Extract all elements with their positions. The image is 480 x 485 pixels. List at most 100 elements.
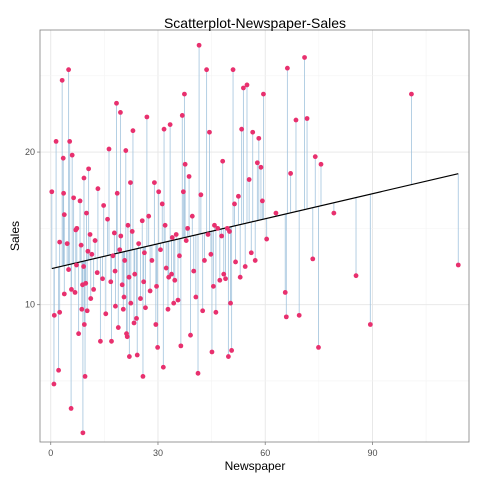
data-point	[141, 250, 147, 256]
data-point	[140, 373, 146, 379]
data-point	[103, 311, 109, 317]
data-point	[177, 253, 182, 259]
data-point	[115, 325, 121, 330]
data-point	[119, 282, 125, 288]
data-point	[128, 180, 133, 185]
data-point	[64, 241, 70, 247]
data-point	[118, 110, 123, 115]
data-point	[98, 338, 103, 344]
data-point	[159, 201, 165, 207]
data-point	[66, 267, 71, 272]
data-point	[154, 283, 159, 289]
data-point	[74, 225, 80, 231]
data-point	[78, 242, 84, 248]
data-point	[239, 126, 245, 132]
data-point	[149, 258, 155, 263]
data-point	[160, 364, 166, 370]
data-point	[56, 367, 61, 373]
data-point	[141, 279, 147, 285]
data-point	[130, 128, 136, 134]
data-point	[74, 262, 79, 268]
data-point	[304, 116, 310, 121]
x-axis-label: Newspaper	[225, 459, 286, 473]
data-point	[273, 210, 279, 216]
regression-line	[51, 173, 459, 270]
data-point	[237, 274, 243, 280]
data-point	[179, 113, 185, 118]
data-point	[80, 430, 86, 436]
data-point	[51, 381, 57, 387]
y-axis-label: Sales	[8, 221, 22, 251]
data-point	[198, 192, 204, 198]
data-point	[81, 264, 87, 269]
data-point	[100, 276, 105, 282]
data-point	[162, 222, 168, 228]
data-point	[230, 67, 236, 73]
data-point	[155, 344, 161, 350]
data-point	[166, 274, 172, 280]
data-point	[204, 67, 209, 73]
data-point	[302, 55, 307, 60]
data-point	[101, 203, 107, 208]
data-point	[146, 213, 152, 219]
data-point	[310, 256, 316, 262]
data-point	[173, 232, 179, 237]
data-point	[283, 314, 289, 320]
data-point	[316, 344, 321, 350]
data-point	[288, 171, 294, 176]
data-point	[136, 241, 142, 247]
data-point	[189, 213, 195, 219]
data-point	[72, 290, 78, 295]
data-point	[61, 212, 67, 218]
data-point	[223, 276, 228, 282]
data-point	[126, 274, 132, 280]
data-point	[111, 230, 117, 236]
data-point	[248, 250, 254, 256]
data-point	[202, 258, 207, 263]
data-point	[89, 251, 95, 257]
data-point	[213, 309, 219, 315]
data-point	[143, 305, 148, 311]
data-point	[138, 296, 143, 301]
data-point	[114, 100, 119, 106]
data-point	[126, 354, 132, 359]
data-point	[81, 322, 87, 327]
data-point	[82, 373, 88, 379]
data-point	[71, 195, 77, 201]
data-point	[212, 222, 217, 228]
data-point	[83, 280, 89, 286]
data-point	[86, 166, 92, 172]
data-point	[94, 270, 100, 276]
data-point	[172, 277, 178, 283]
data-point	[147, 288, 153, 294]
data-point	[167, 122, 173, 128]
x-tick-label: 90	[367, 448, 377, 458]
data-point	[129, 229, 135, 234]
data-point	[59, 77, 65, 83]
data-point	[57, 309, 63, 315]
data-point	[156, 189, 162, 195]
data-point	[455, 262, 461, 268]
data-point	[112, 268, 118, 274]
data-point	[134, 352, 140, 358]
data-point	[169, 271, 174, 277]
data-point	[53, 138, 59, 144]
data-point	[153, 322, 159, 327]
x-tick-label: 30	[153, 448, 163, 458]
data-point	[49, 189, 55, 195]
data-point	[259, 198, 265, 204]
x-tick-label: 0	[48, 448, 53, 458]
data-point	[144, 114, 150, 120]
data-point	[252, 258, 258, 263]
data-point	[117, 247, 123, 253]
data-point	[105, 216, 110, 222]
data-point	[121, 294, 127, 300]
y-tick-label: 10	[25, 300, 35, 310]
data-point	[57, 239, 63, 245]
data-point	[282, 290, 288, 295]
data-point	[220, 158, 226, 164]
data-point	[84, 210, 89, 216]
data-point	[128, 300, 134, 306]
data-point	[193, 294, 199, 300]
data-point	[229, 348, 235, 353]
